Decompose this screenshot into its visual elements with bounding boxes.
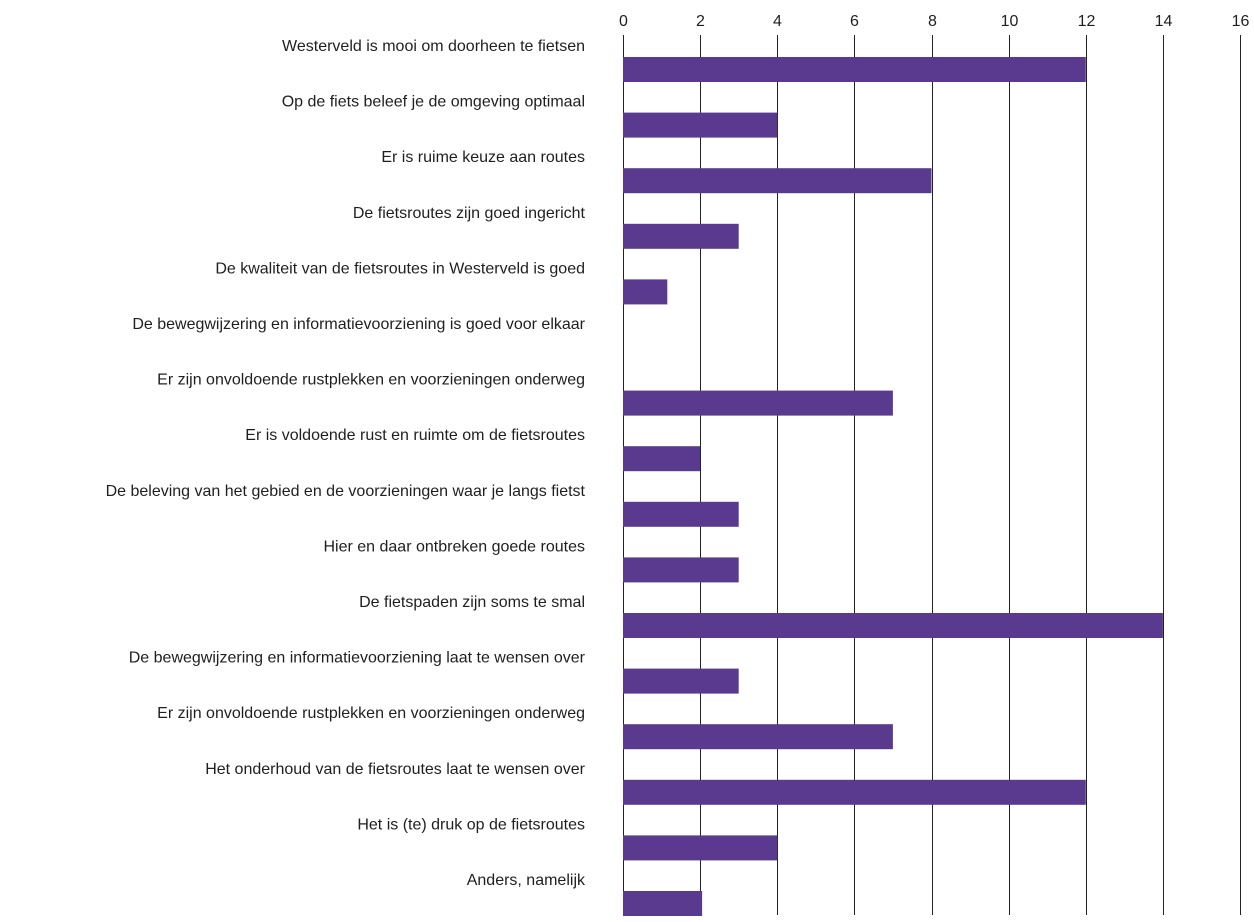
- x-tick-label: 4: [773, 13, 782, 30]
- bar: [623, 835, 778, 861]
- category-label: De beleving van het gebied en de voorzie…: [106, 483, 586, 500]
- bar: [623, 446, 701, 472]
- x-tick-label: 16: [1232, 13, 1250, 30]
- x-tick-label: 2: [696, 13, 705, 30]
- bar: [623, 168, 932, 194]
- x-tick-label: 8: [928, 13, 937, 30]
- category-label: Er is ruime keuze aan routes: [381, 149, 585, 166]
- x-axis-ticks: 0 2 4 6 8 10 12 14 16: [619, 13, 1249, 30]
- category-label: Er zijn onvoldoende rustplekken en voorz…: [157, 372, 585, 389]
- category-label: Hier en daar ontbreken goede routes: [323, 538, 585, 555]
- bar: [623, 557, 739, 583]
- bar: [623, 279, 668, 305]
- category-label: Het is (te) druk op de fietsroutes: [357, 816, 585, 833]
- category-label: Op de fiets beleef je de omgeving optima…: [282, 94, 585, 111]
- category-label: Westerveld is mooi om doorheen te fietse…: [282, 38, 585, 55]
- category-label: Het onderhoud van de fietsroutes laat te…: [205, 761, 585, 778]
- category-labels: Westerveld is mooi om doorheen te fietse…: [106, 38, 586, 889]
- bars: [623, 57, 1163, 916]
- x-tick-label: 0: [619, 13, 628, 30]
- x-tick-label: 14: [1155, 13, 1173, 30]
- x-tick-label: 10: [1001, 13, 1019, 30]
- category-label: De bewegwijzering en informatievoorzieni…: [132, 316, 585, 333]
- category-label: De fietspaden zijn soms te smal: [359, 594, 585, 611]
- category-label: De fietsroutes zijn goed ingericht: [353, 205, 586, 222]
- bar: [623, 779, 1086, 805]
- bar: [623, 668, 739, 694]
- bar: [623, 724, 893, 750]
- x-tick-label: 12: [1078, 13, 1096, 30]
- bar: [623, 57, 1086, 82]
- bar: [623, 613, 1163, 638]
- bar: [623, 891, 703, 916]
- category-label: Er zijn onvoldoende rustplekken en voorz…: [157, 705, 585, 722]
- bar: [623, 112, 778, 138]
- category-label: Anders, namelijk: [467, 872, 586, 889]
- bar: [623, 223, 739, 249]
- x-tick-label: 6: [850, 13, 859, 30]
- bar: [623, 390, 893, 416]
- category-label: De bewegwijzering en informatievoorzieni…: [129, 650, 586, 667]
- category-label: De kwaliteit van de fietsroutes in Weste…: [215, 260, 585, 277]
- bar: [623, 501, 739, 527]
- category-label: Er is voldoende rust en ruimte om de fie…: [245, 427, 585, 444]
